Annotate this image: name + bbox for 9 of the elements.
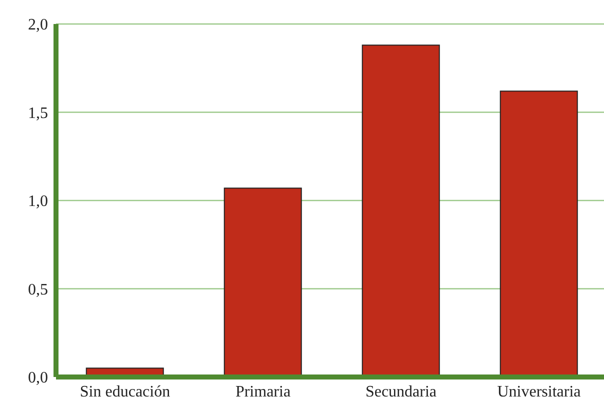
y-tick-label: 0,5	[28, 281, 48, 298]
y-tick-label: 0,0	[28, 370, 48, 387]
y-tick-label: 2,0	[28, 16, 48, 34]
x-tick-label: Secundaria	[365, 383, 437, 400]
y-tick-label: 1,0	[28, 193, 48, 210]
x-tick-label: Sin educación	[80, 383, 170, 400]
y-tick-label: 1,5	[28, 104, 48, 122]
x-tick-label: Universitaria	[497, 383, 581, 400]
x-tick-label: Primaria	[235, 383, 291, 400]
